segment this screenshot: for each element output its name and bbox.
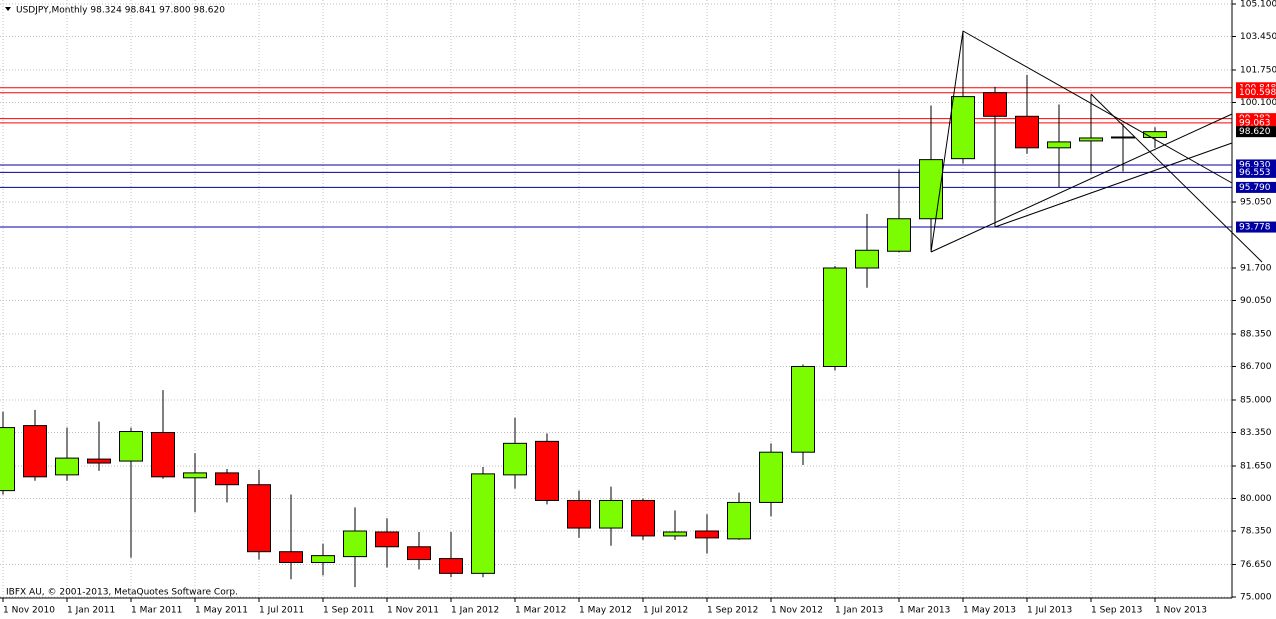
y-tick-label: 91.700 [1240, 263, 1272, 273]
candle-body [55, 457, 79, 476]
y-tick-label: 88.350 [1240, 329, 1272, 339]
candle-body [535, 440, 559, 501]
price-label-box [1236, 126, 1276, 138]
candle-body [119, 431, 143, 462]
candle-body [151, 431, 175, 478]
menu-arrow[interactable] [5, 7, 11, 11]
y-tick-label: 75.000 [1240, 593, 1272, 603]
candle-body [279, 551, 303, 564]
candle-body [1047, 141, 1071, 149]
level-label: 100.598 [1239, 88, 1276, 98]
trend-line [994, 142, 1233, 228]
y-tick-label: 95.050 [1240, 197, 1272, 207]
trend-line [930, 30, 964, 253]
x-tick-label: 1 Sep 2013 [1091, 606, 1142, 616]
x-tick-label: 1 Jan 2011 [67, 606, 115, 616]
x-tick-label: 1 May 2012 [579, 606, 632, 616]
candle-body [983, 92, 1007, 117]
y-tick-label: 83.350 [1240, 428, 1272, 438]
trend-line [962, 30, 1233, 184]
candle-body [215, 472, 239, 486]
chart-header: USDJPY,Monthly 98.324 98.841 97.800 98.6… [16, 6, 225, 16]
candle-body [855, 249, 879, 269]
y-tick-label: 105.100 [1240, 0, 1276, 10]
level-label: 99.063 [1239, 118, 1271, 128]
candle-body [471, 473, 495, 574]
level-label: 93.778 [1239, 223, 1271, 233]
x-tick-label: 1 May 2011 [195, 606, 248, 616]
level-label-box [1236, 159, 1276, 171]
trend-lines [930, 30, 1263, 263]
candle-body [343, 530, 367, 558]
y-tick-label: 76.650 [1240, 560, 1272, 570]
x-tick-label: 1 Sep 2012 [707, 606, 758, 616]
y-tick-label: 86.700 [1240, 362, 1272, 372]
candle-body [727, 501, 751, 540]
candle-body [23, 425, 47, 478]
x-tick-label: 1 Jan 2012 [451, 606, 499, 616]
candle-body [0, 427, 15, 492]
y-tick-label: 90.050 [1240, 296, 1272, 306]
y-tick-label: 78.350 [1240, 527, 1272, 537]
x-tick-label: 1 Mar 2012 [515, 606, 566, 616]
x-tick-label: 1 Sep 2011 [323, 606, 374, 616]
level-label-box [1236, 166, 1276, 178]
x-tick-label: 1 Jul 2012 [643, 606, 688, 616]
y-tick-label: 80.000 [1240, 494, 1272, 504]
candle-body [631, 499, 655, 537]
candle-body [503, 442, 527, 476]
trend-line [930, 113, 1233, 253]
level-label: 96.930 [1239, 160, 1271, 170]
level-label-box [1236, 117, 1276, 129]
price-label: 98.620 [1239, 127, 1271, 137]
copyright: IBFX AU, © 2001-2013, MetaQuotes Softwar… [6, 588, 238, 598]
x-tick-label: 1 Nov 2011 [387, 606, 439, 616]
x-tick-label: 1 Jul 2013 [1027, 606, 1072, 616]
candle-body [247, 484, 271, 553]
level-label: 95.790 [1239, 183, 1271, 193]
y-tick-label: 81.650 [1240, 461, 1272, 471]
level-label-box [1236, 87, 1276, 99]
candle-body [87, 458, 111, 464]
candle-body [823, 267, 847, 367]
candle-body [1143, 131, 1167, 138]
candle-body [183, 472, 207, 479]
y-tick-label: 103.450 [1240, 32, 1276, 42]
candle-body [599, 499, 623, 529]
candle-body [1015, 115, 1039, 149]
candle-body [407, 546, 431, 561]
level-label: 96.553 [1239, 168, 1271, 178]
candle-body [919, 159, 943, 220]
level-label-box [1236, 221, 1276, 233]
candle-body [791, 365, 815, 453]
candle-body [759, 451, 783, 503]
x-tick-label: 1 Nov 2010 [3, 606, 55, 616]
x-tick-label: 1 Jan 2013 [835, 606, 883, 616]
level-label-box [1236, 181, 1276, 193]
y-tick-label: 85.000 [1240, 395, 1272, 405]
candle-body [663, 531, 687, 537]
x-tick-label: 1 Jul 2011 [259, 606, 304, 616]
candle-body [695, 530, 719, 539]
candle-body [1111, 136, 1135, 139]
candle-body [951, 96, 975, 160]
y-tick-label: 100.100 [1240, 98, 1276, 108]
candle-body [1079, 137, 1103, 142]
candle-body [439, 558, 463, 574]
x-tick-label: 1 Mar 2013 [899, 606, 950, 616]
x-tick-label: 1 Nov 2013 [1155, 606, 1207, 616]
x-tick-label: 1 May 2013 [963, 606, 1016, 616]
candle-body [311, 555, 335, 564]
candles [0, 31, 1167, 588]
x-tick-label: 1 Mar 2011 [131, 606, 182, 616]
y-tick-label: 101.750 [1240, 65, 1276, 75]
x-tick-label: 1 Nov 2012 [771, 606, 823, 616]
candle-body [887, 218, 911, 252]
candle-body [567, 499, 591, 529]
candle-body [375, 531, 399, 548]
trend-line [1090, 93, 1263, 263]
